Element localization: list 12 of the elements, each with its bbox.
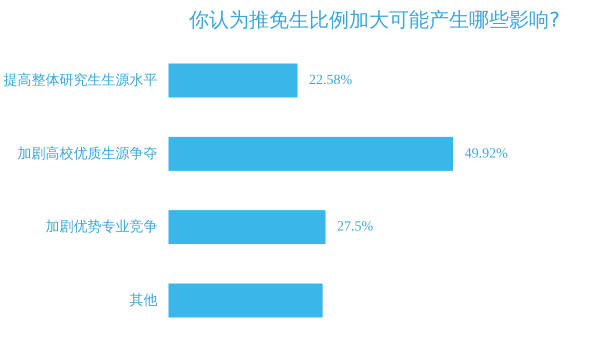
y-tick-label: 加剧优势专业竞争 bbox=[46, 219, 158, 236]
data-label: 49.92% bbox=[464, 146, 508, 162]
y-tick-label: 提高整体研究生生源水平 bbox=[4, 72, 158, 88]
bar bbox=[168, 210, 326, 244]
bar bbox=[168, 64, 298, 98]
chart-title: 你认为推免生比例加大可能产生哪些影响? bbox=[188, 8, 560, 32]
data-label: 27.5% bbox=[337, 220, 374, 235]
data-label: 22.58% bbox=[309, 73, 353, 88]
y-tick-label: 加剧高校优质生源争夺 bbox=[18, 146, 158, 162]
y-tick-label: 其他 bbox=[130, 292, 158, 308]
bar bbox=[168, 284, 323, 318]
bar bbox=[168, 136, 454, 171]
